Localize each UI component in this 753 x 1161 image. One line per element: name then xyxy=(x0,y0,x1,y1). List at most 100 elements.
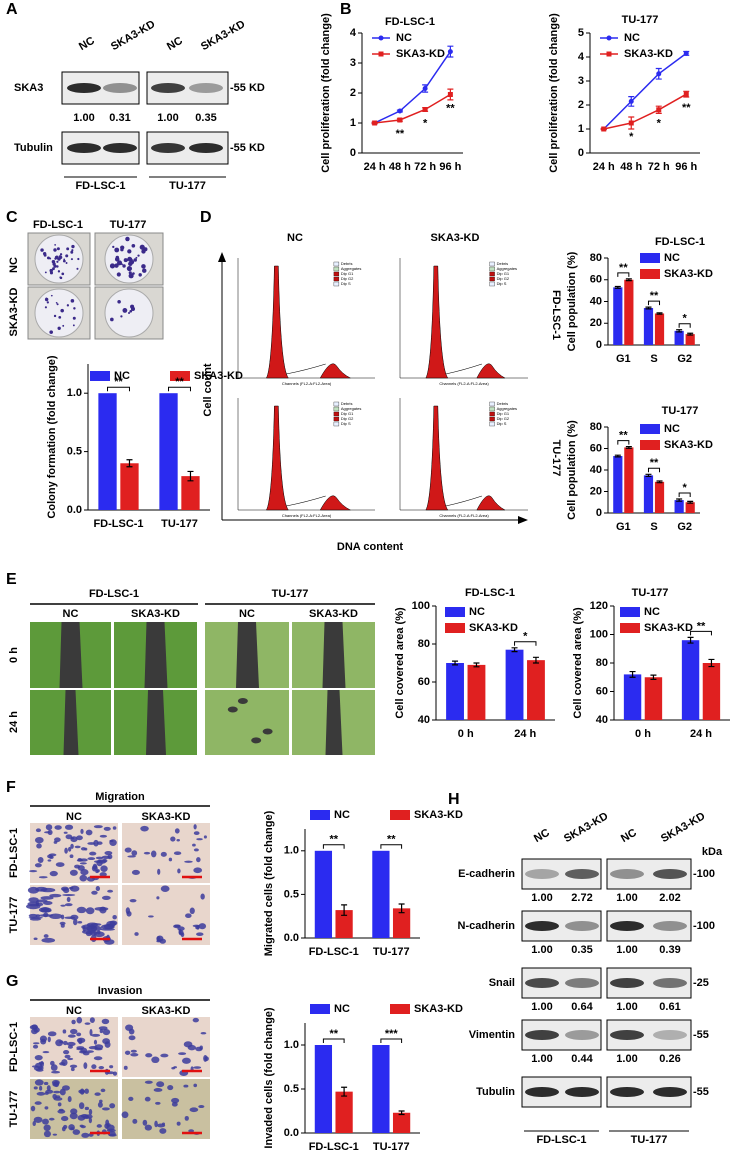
flow-legend-swatch xyxy=(489,421,495,427)
cell xyxy=(180,932,185,938)
y-tick-label: 40 xyxy=(596,714,608,726)
size-marker: -100 xyxy=(693,920,715,932)
band xyxy=(189,143,223,153)
bracket xyxy=(647,467,661,473)
cell xyxy=(181,1057,191,1064)
cell xyxy=(29,917,42,921)
panel-label: E xyxy=(6,571,17,588)
error-bar xyxy=(614,285,621,289)
band xyxy=(653,921,687,931)
cell xyxy=(64,903,73,907)
point xyxy=(422,107,428,112)
g1-peak xyxy=(265,405,289,511)
y-tick-label: 3 xyxy=(350,57,356,69)
bar xyxy=(505,649,524,720)
size-marker: -55 KD xyxy=(230,82,265,94)
band xyxy=(525,1030,559,1040)
cell xyxy=(160,885,170,893)
error-bar xyxy=(625,278,632,282)
colony xyxy=(117,300,121,304)
bar xyxy=(623,674,642,720)
cell xyxy=(203,835,207,839)
bar xyxy=(527,660,545,720)
cell xyxy=(124,847,132,853)
cell xyxy=(57,1109,66,1114)
cell xyxy=(88,1117,93,1124)
colony xyxy=(59,276,62,279)
cell xyxy=(102,1028,111,1036)
quantification: 1.00 xyxy=(616,892,637,904)
colony xyxy=(59,253,63,256)
band xyxy=(565,869,599,879)
cell xyxy=(95,869,99,874)
panel-label: A xyxy=(6,1,18,18)
cell xyxy=(140,825,149,832)
cell xyxy=(76,1016,83,1024)
cell xyxy=(68,1124,75,1131)
cell xyxy=(88,1108,93,1116)
cell xyxy=(104,939,115,945)
cell xyxy=(52,1133,58,1136)
bracket xyxy=(322,1038,345,1043)
colony xyxy=(135,256,138,259)
cell xyxy=(47,859,52,862)
cell xyxy=(176,1121,181,1126)
colony xyxy=(52,267,55,271)
cell xyxy=(174,828,180,834)
error-bar xyxy=(708,658,715,668)
flow-legend: Dip S xyxy=(497,281,507,286)
y-tick-label: 40 xyxy=(590,464,602,476)
cell xyxy=(204,1056,209,1062)
flow-legend: Aggregates xyxy=(497,406,517,411)
cell xyxy=(69,1112,78,1120)
cell xyxy=(70,1067,75,1072)
cell xyxy=(87,842,96,845)
cell xyxy=(151,1056,160,1064)
cell xyxy=(112,1071,118,1076)
bracket xyxy=(380,1038,403,1043)
band xyxy=(151,143,185,153)
colony xyxy=(44,297,49,302)
legend-label: NC xyxy=(396,32,412,44)
cell xyxy=(53,1080,60,1088)
cell xyxy=(67,1057,74,1061)
cell xyxy=(106,920,116,928)
cell xyxy=(95,856,104,860)
bracket xyxy=(322,844,345,849)
cell xyxy=(98,1066,105,1070)
cell xyxy=(74,845,81,849)
cell xyxy=(77,857,82,862)
y-tick-label: 0 xyxy=(350,147,356,159)
cell xyxy=(121,1111,129,1119)
row-label: FD-LSC-1 xyxy=(550,290,562,340)
error-bar xyxy=(687,332,694,336)
flow-legend: Aggregates xyxy=(497,266,517,271)
flow-legend-swatch xyxy=(333,421,340,427)
significance: * xyxy=(629,131,634,143)
cell xyxy=(25,903,41,910)
colony xyxy=(126,265,133,272)
quantification: 1.00 xyxy=(531,1053,552,1065)
cell xyxy=(69,854,74,859)
error-bar xyxy=(398,903,405,914)
x-tick-label: FD-LSC-1 xyxy=(93,518,143,530)
legend-swatch xyxy=(390,1004,410,1014)
cell xyxy=(55,862,65,867)
row-label: Vimentin xyxy=(469,1029,516,1041)
y-tick-label: 60 xyxy=(590,442,602,454)
cell xyxy=(100,1088,106,1093)
quantification: 0.35 xyxy=(571,944,592,956)
colony xyxy=(126,258,129,262)
cell xyxy=(34,1079,44,1086)
point xyxy=(397,117,403,123)
wound-gap xyxy=(322,622,346,688)
lane-label: NC xyxy=(77,35,97,53)
cell xyxy=(109,839,117,846)
y-tick-label: 2 xyxy=(350,87,356,99)
colony xyxy=(70,258,73,261)
colony xyxy=(62,324,65,327)
y-tick-label: 0.0 xyxy=(67,504,82,516)
colony xyxy=(54,244,56,246)
x-tick-label: FD-LSC-1 xyxy=(309,946,359,958)
colony xyxy=(138,273,142,277)
